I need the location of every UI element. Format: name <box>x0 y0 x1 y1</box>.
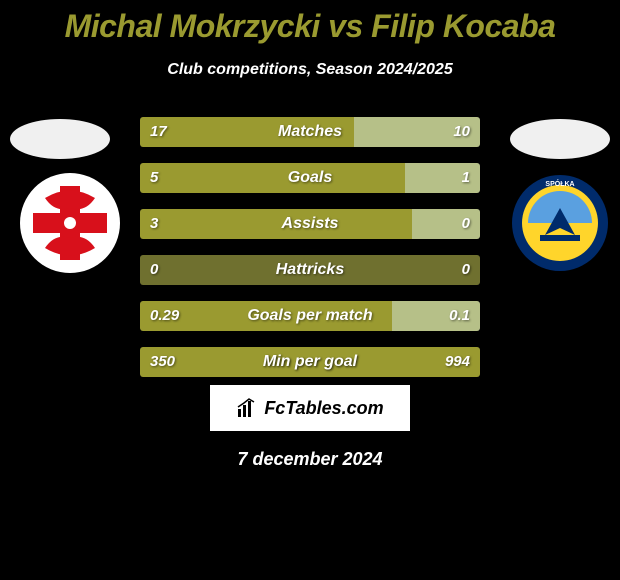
club-badge-left <box>20 173 120 273</box>
svg-text:SPÓŁKA: SPÓŁKA <box>545 179 574 188</box>
club-badge-right: SPÓŁKA <box>510 173 610 273</box>
branding-text: FcTables.com <box>264 398 383 419</box>
stat-label: Min per goal <box>140 347 480 377</box>
stat-row: 30Assists <box>140 209 480 239</box>
stat-label: Goals <box>140 163 480 193</box>
chart-icon <box>236 397 258 419</box>
stat-label: Matches <box>140 117 480 147</box>
page-title: Michal Mokrzycki vs Filip Kocaba <box>0 0 620 45</box>
branding-badge[interactable]: FcTables.com <box>210 385 410 431</box>
badge-right-icon: SPÓŁKA <box>510 173 610 273</box>
stat-label: Assists <box>140 209 480 239</box>
stat-label: Goals per match <box>140 301 480 331</box>
comparison-content: SPÓŁKA 1710Matches 51Goals 30Assists 00Hatt… <box>0 117 620 377</box>
badge-left-icon <box>25 178 115 268</box>
player1-name: Michal Mokrzycki <box>65 8 320 44</box>
player2-name: Filip Kocaba <box>371 8 555 44</box>
stat-row: 00Hattricks <box>140 255 480 285</box>
stat-row: 350994Min per goal <box>140 347 480 377</box>
stat-bars: 1710Matches 51Goals 30Assists 00Hattricks 0.… <box>140 117 480 377</box>
stat-label: Hattricks <box>140 255 480 285</box>
nation-flag-right <box>510 119 610 159</box>
vs-text: vs <box>328 8 371 44</box>
subtitle: Club competitions, Season 2024/2025 <box>0 61 620 79</box>
date-text: 7 december 2024 <box>0 449 620 470</box>
stat-row: 1710Matches <box>140 117 480 147</box>
nation-flag-left <box>10 119 110 159</box>
stat-row: 51Goals <box>140 163 480 193</box>
stat-row: 0.290.1Goals per match <box>140 301 480 331</box>
